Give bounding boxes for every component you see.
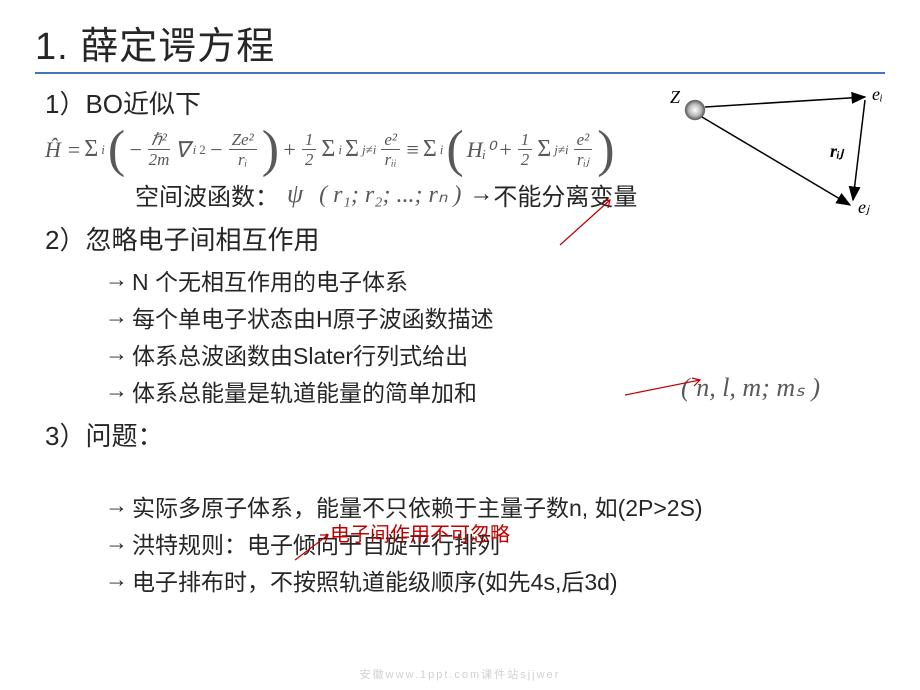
wave-fn-args: ( r₁; r₂; ...; rₙ ) [319,180,461,209]
plus-1: + [282,137,297,163]
arrow-icon: → [469,180,493,208]
vector-ei [705,97,865,107]
red-arrow-2-icon [620,370,710,400]
section-3-heading: 3）问题： [45,416,885,453]
vector-ej [702,117,850,205]
list-item: →体系总波函数由Slater行列式给出 [105,337,885,371]
wave-fn-psi: ψ [287,179,303,209]
minus-2: − [209,137,224,163]
paren-l-2: ( [446,129,463,171]
label-ei: eᵢ [872,85,883,104]
paren-r-1: ) [262,129,279,171]
label-z: Z [670,87,681,107]
sigma-2: Σ [321,136,335,163]
title-underline [35,72,885,74]
vector-rij [853,100,865,200]
red-arrow-1-icon [555,195,625,250]
frac-e2-ii: e²rᵢᵢ [381,131,400,168]
frac-half-2: 12 [518,131,533,168]
paren-l-1: ( [108,129,125,171]
eq-lhs: Ĥ = [45,137,81,163]
frac-e2-ij: e²rᵢⱼ [574,131,593,168]
H0: Hᵢ⁰ [467,137,495,163]
list-item: →电子排布时，不按照轨道能级顺序(如先4s,后3d) [105,563,885,597]
sigma-4: Σ [423,136,437,163]
bullet-arrow-icon: → [105,492,128,519]
paren-r-2: ) [597,129,614,171]
bullet-arrow-icon: → [105,303,128,330]
section-2-heading: 2）忽略电子间相互作用 [45,220,885,257]
sigma-3: Σ [345,136,359,163]
frac-ze2: Ze²rᵢ [229,131,257,168]
bullet-arrow-icon: → [105,377,128,404]
sigma-5: Σ [537,136,551,163]
nabla: ∇ [175,137,190,163]
frac-hbar: ℏ²2m [148,131,170,168]
sigma-icon: Σ [84,136,98,163]
wave-label: 空间波函数： [135,177,279,212]
minus-1: − [128,137,143,163]
sum-sub-i: i [101,142,105,158]
bullet-arrow-icon: → [105,566,128,593]
frac-half-1: 12 [302,131,317,168]
equiv: ≡ [405,137,420,163]
plus-2: + [498,137,513,163]
bullet-arrow-icon: → [105,266,128,293]
list-item: →每个单电子状态由H原子波函数描述 [105,300,885,334]
red-annotation-text: 电子间作用不可忽略 [330,518,510,547]
label-rij: rᵢⱼ [830,141,845,161]
vector-diagram: Z eᵢ eⱼ rᵢⱼ [660,85,890,215]
slide-title: 1. 薛定谔方程 [35,15,885,70]
red-arrow-3-icon [290,530,335,565]
list-item: →N 个无相互作用的电子体系 [105,263,885,297]
watermark: 安徽www.1ppt.com课件站sjjwer [360,666,561,682]
label-ej: eⱼ [858,197,871,215]
bullet-arrow-icon: → [105,340,128,367]
bullet-arrow-icon: → [105,529,128,556]
